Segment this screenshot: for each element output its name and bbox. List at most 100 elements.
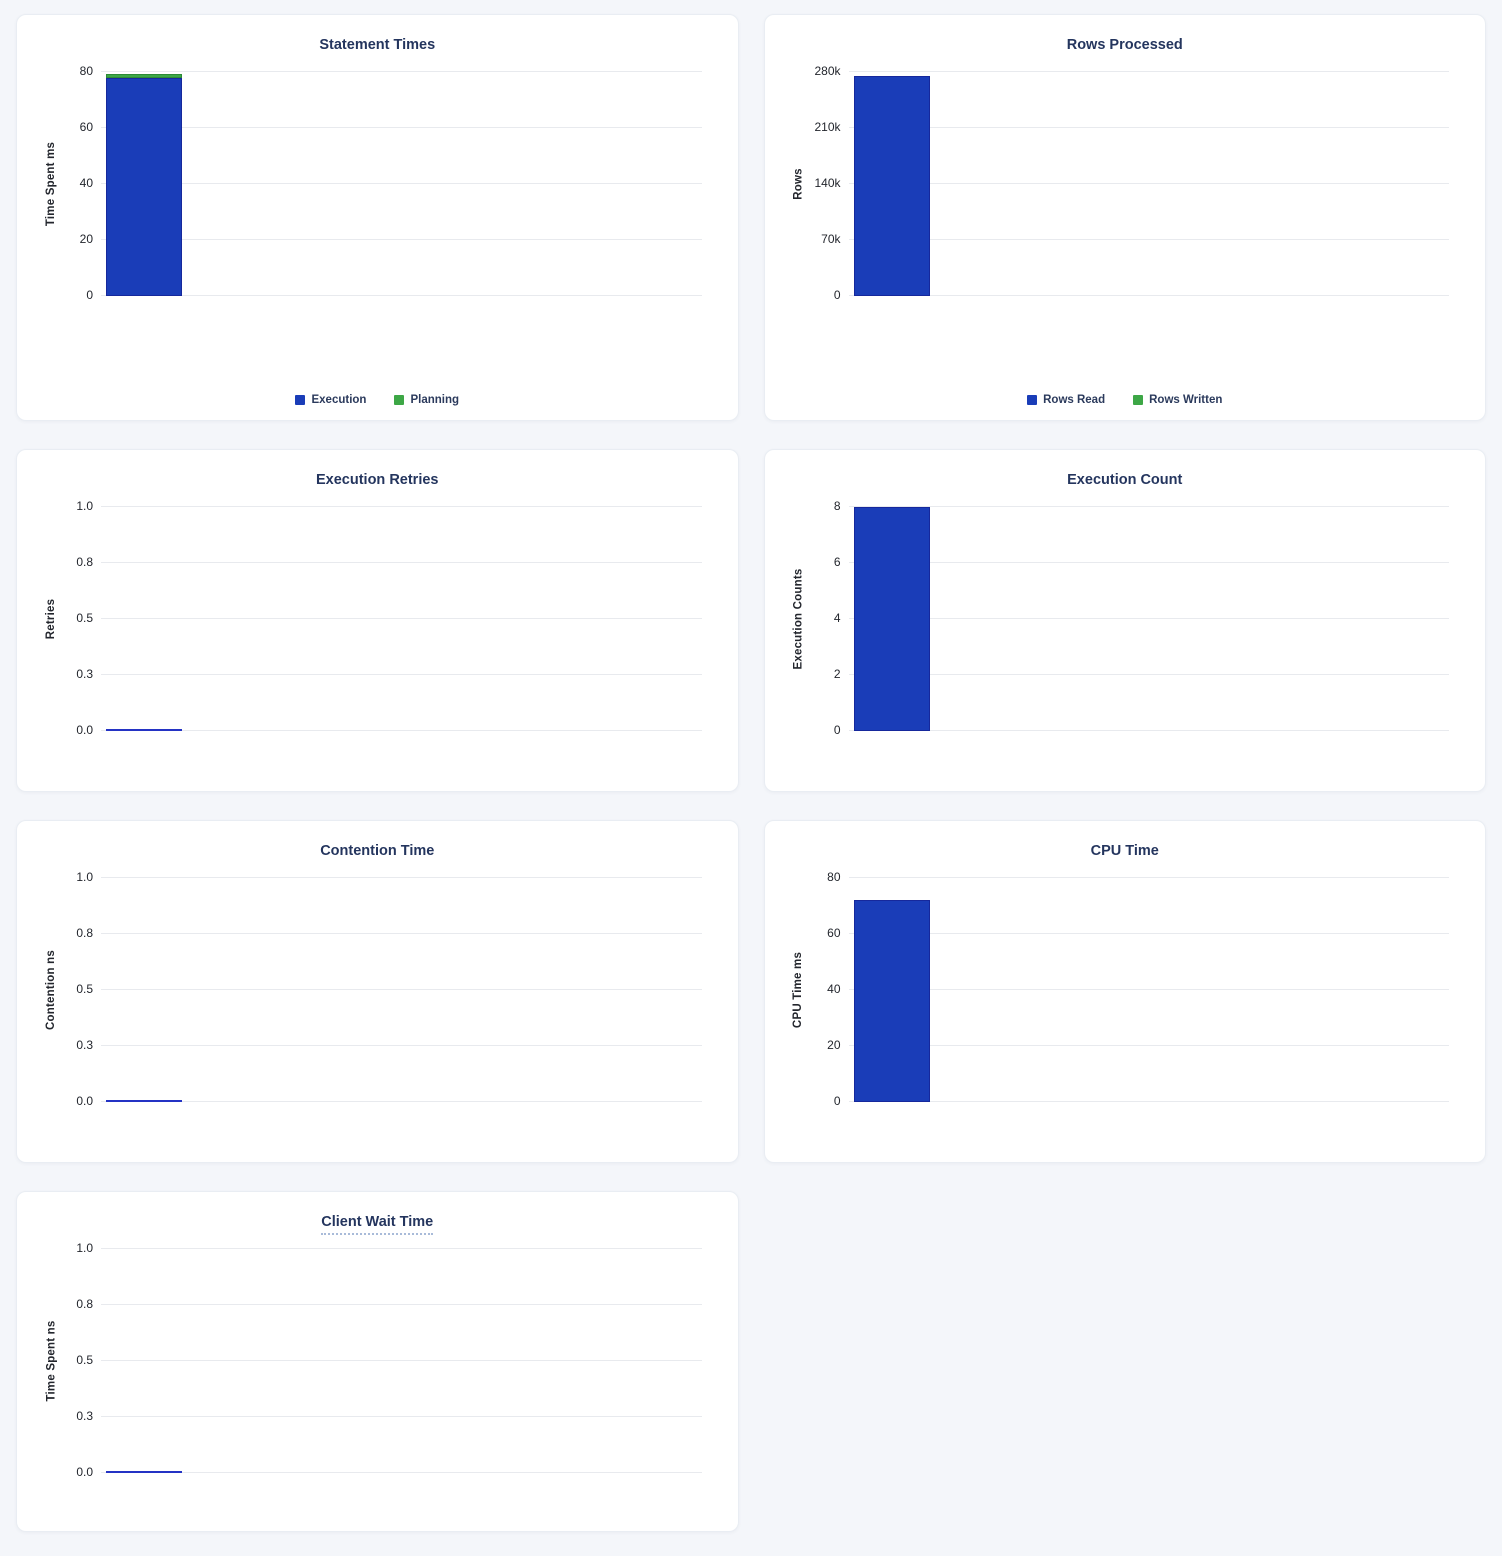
gridline (848, 730, 1449, 731)
bar-group (853, 900, 930, 1102)
gridline (848, 989, 1449, 990)
tick-label: 1.0 (76, 870, 93, 884)
gridline (101, 1472, 702, 1473)
gridline (848, 127, 1449, 128)
chart-panel-statement-times: Statement Times Time Spent ms 80 60 40 20 0 … (16, 14, 739, 421)
gridline (848, 618, 1449, 619)
gridline (848, 295, 1449, 296)
bar-group (106, 73, 182, 296)
legend-swatch-icon (394, 395, 405, 405)
y-axis-ticks: 1.0 0.8 0.5 0.3 0.0 (17, 870, 93, 1108)
zero-value-line (106, 1100, 182, 1102)
tick-label: 2 (833, 667, 841, 681)
tick-label: 0.5 (76, 982, 93, 996)
legend-item-execution[interactable]: Execution (295, 394, 366, 406)
tick-label: 0.5 (76, 611, 93, 625)
gridline (848, 674, 1449, 675)
tick-label: 0.3 (76, 1409, 93, 1423)
plot-area (101, 71, 702, 296)
bar-group (853, 76, 930, 296)
bar-cpu-time[interactable] (853, 900, 930, 1102)
plot-area (101, 877, 702, 1102)
tick-label: 4 (833, 611, 841, 625)
tick-label: 80 (79, 64, 93, 78)
tick-label: 0 (833, 1094, 841, 1108)
bar-execution[interactable] (106, 77, 182, 296)
gridline (101, 877, 702, 878)
gridline (848, 71, 1449, 72)
gridline (848, 239, 1449, 240)
legend-item-rows-read[interactable]: Rows Read (1027, 394, 1105, 406)
legend-item-planning[interactable]: Planning (394, 394, 459, 406)
tick-label: 60 (79, 120, 93, 134)
tick-label: 0.3 (76, 667, 93, 681)
tick-label: 0.8 (76, 926, 93, 940)
gridline (101, 674, 702, 675)
gridline (848, 183, 1449, 184)
chart-panel-rows-processed: Rows Processed Rows 280k 210k 140k 70k 0 Row… (763, 14, 1486, 421)
tick-label: 80 (827, 870, 841, 884)
plot-area (101, 1248, 702, 1473)
gridline (101, 183, 702, 184)
charts-grid: Statement Times Time Spent ms 80 60 40 20 0 … (16, 14, 1486, 1532)
gridline (101, 618, 702, 619)
gridline (101, 989, 702, 990)
gridline (101, 71, 702, 72)
legend-label: Execution (311, 394, 367, 406)
gridline (101, 1045, 702, 1046)
y-axis-ticks: 8 6 4 2 0 (765, 499, 841, 737)
tick-label: 0.8 (76, 555, 93, 569)
tick-label: 70k (821, 232, 841, 246)
gridline (101, 239, 702, 240)
gridline (101, 562, 702, 563)
bar-group (853, 507, 930, 731)
gridline (848, 877, 1449, 878)
tick-label: 0 (833, 288, 841, 302)
y-axis-ticks: 80 60 40 20 0 (17, 64, 93, 302)
zero-value-line (106, 729, 182, 731)
gridline (101, 1360, 702, 1361)
tick-label: 0.0 (76, 723, 93, 737)
chart-legend: Execution Planning (17, 394, 738, 406)
tick-label: 20 (827, 1038, 841, 1052)
tick-label: 1.0 (76, 1241, 93, 1255)
gridline (101, 127, 702, 128)
tick-label: 210k (814, 120, 841, 134)
chart-title: Execution Count (1067, 472, 1183, 488)
gridline (101, 1248, 702, 1249)
gridline (101, 933, 702, 934)
bar-execution-count[interactable] (853, 507, 930, 731)
tick-label: 0.3 (76, 1038, 93, 1052)
gridline (101, 1101, 702, 1102)
chart-title: Statement Times (319, 37, 436, 53)
tick-label: 6 (833, 555, 841, 569)
chart-title: Rows Processed (1066, 37, 1183, 53)
bar-rows-read[interactable] (853, 76, 930, 296)
gridline (101, 1304, 702, 1305)
tick-label: 0 (833, 723, 841, 737)
legend-label: Rows Read (1043, 394, 1106, 406)
legend-item-rows-written[interactable]: Rows Written (1133, 394, 1222, 406)
chart-panel-contention-time: Contention Time Contention ns 1.0 0.8 0.5 0… (16, 820, 739, 1163)
chart-legend: Rows Read Rows Written (765, 394, 1486, 406)
tick-label: 20 (79, 232, 93, 246)
gridline (848, 1101, 1449, 1102)
tick-label: 40 (79, 176, 93, 190)
chart-title: Contention Time (320, 843, 435, 859)
chart-title-tooltip-link[interactable]: Client Wait Time (321, 1214, 434, 1235)
tick-label: 0.0 (76, 1094, 93, 1108)
legend-label: Planning (410, 394, 460, 406)
legend-swatch-icon (1027, 395, 1038, 405)
tick-label: 0.0 (76, 1465, 93, 1479)
chart-title: Client Wait Time (17, 1214, 738, 1235)
plot-area (848, 71, 1449, 296)
legend-swatch-icon (295, 395, 306, 405)
gridline (848, 506, 1449, 507)
tick-label: 0 (86, 288, 93, 302)
y-axis-ticks: 1.0 0.8 0.5 0.3 0.0 (17, 1241, 93, 1479)
chart-panel-cpu-time: CPU Time CPU Time ms 80 60 40 20 0 (763, 820, 1486, 1163)
chart-title: Execution Retries (316, 472, 439, 488)
chart-title: CPU Time (1090, 843, 1159, 859)
bar-planning[interactable] (106, 73, 182, 78)
chart-panel-execution-retries: Execution Retries Retries 1.0 0.8 0.5 0.3 0.… (16, 449, 739, 792)
